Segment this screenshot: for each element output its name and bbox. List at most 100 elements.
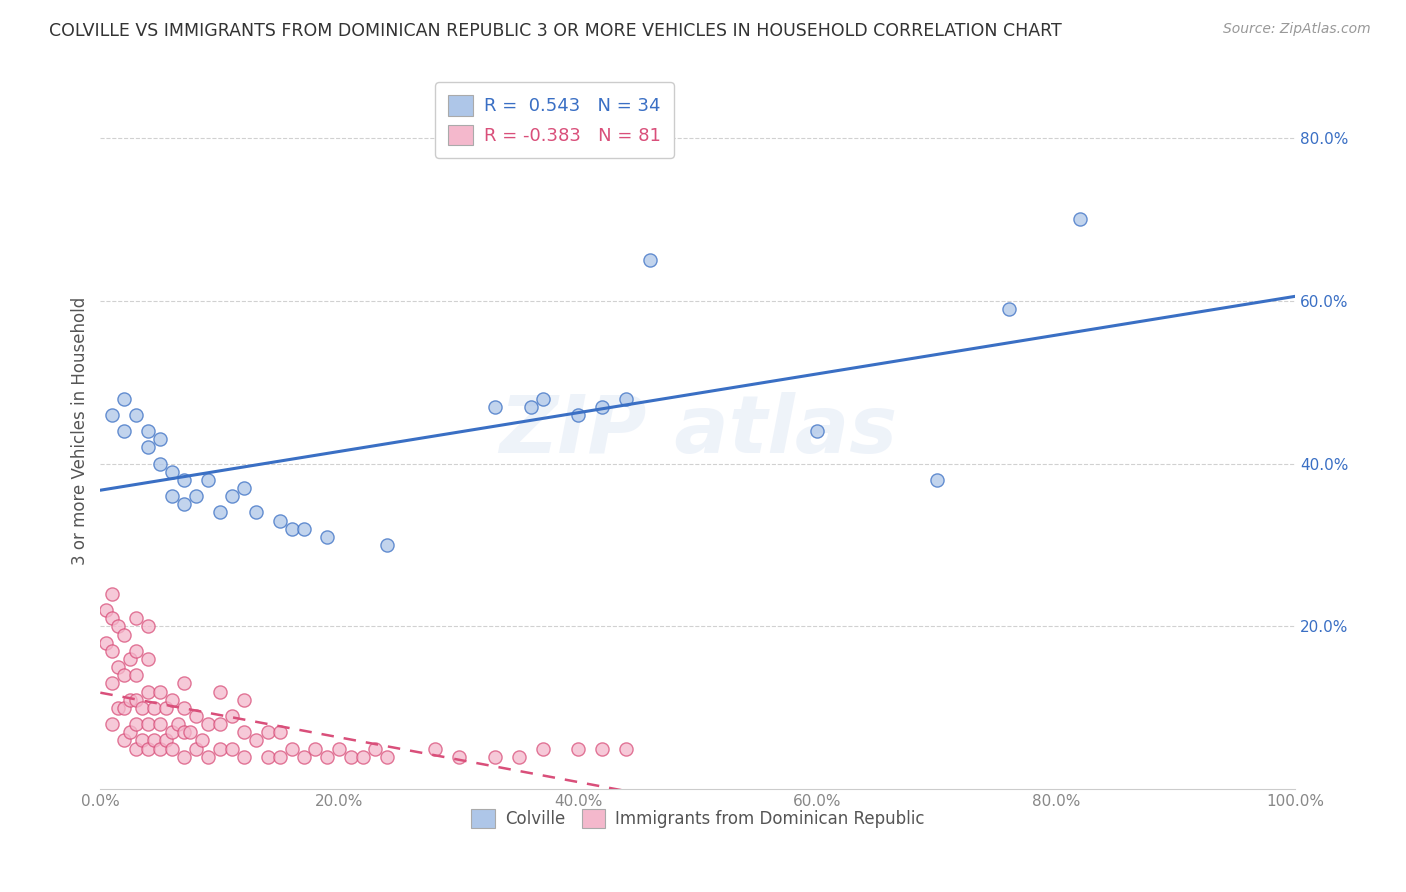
- Point: [316, 749, 339, 764]
- Point: [107, 619, 129, 633]
- Point: [112, 627, 135, 641]
- Legend: Colville, Immigrants from Dominican Republic: Colville, Immigrants from Dominican Repu…: [465, 802, 931, 835]
- Point: [160, 489, 183, 503]
- Point: [143, 733, 166, 747]
- Point: [197, 473, 219, 487]
- Point: [423, 741, 446, 756]
- Point: [107, 701, 129, 715]
- Y-axis label: 3 or more Vehicles in Household: 3 or more Vehicles in Household: [72, 297, 89, 566]
- Point: [120, 692, 142, 706]
- Point: [136, 441, 159, 455]
- Point: [280, 741, 302, 756]
- Point: [221, 741, 243, 756]
- Point: [101, 611, 124, 625]
- Point: [101, 676, 124, 690]
- Point: [136, 652, 159, 666]
- Point: [638, 253, 661, 268]
- Point: [484, 749, 506, 764]
- Point: [160, 465, 183, 479]
- Point: [155, 701, 177, 715]
- Point: [136, 684, 159, 698]
- Point: [101, 587, 124, 601]
- Point: [269, 514, 291, 528]
- Point: [101, 644, 124, 658]
- Point: [197, 717, 219, 731]
- Point: [107, 660, 129, 674]
- Point: [149, 432, 172, 446]
- Point: [519, 400, 541, 414]
- Point: [160, 692, 183, 706]
- Point: [112, 392, 135, 406]
- Point: [125, 692, 148, 706]
- Point: [269, 749, 291, 764]
- Point: [269, 725, 291, 739]
- Point: [143, 701, 166, 715]
- Point: [591, 741, 613, 756]
- Point: [614, 392, 637, 406]
- Point: [149, 741, 172, 756]
- Point: [292, 522, 315, 536]
- Point: [179, 725, 201, 739]
- Point: [508, 749, 530, 764]
- Point: [352, 749, 374, 764]
- Point: [375, 538, 398, 552]
- Point: [120, 725, 142, 739]
- Point: [184, 741, 207, 756]
- Text: ZIP atlas: ZIP atlas: [499, 392, 897, 470]
- Point: [447, 749, 470, 764]
- Point: [112, 668, 135, 682]
- Point: [131, 733, 153, 747]
- Point: [256, 725, 278, 739]
- Point: [340, 749, 363, 764]
- Point: [149, 457, 172, 471]
- Point: [280, 522, 302, 536]
- Point: [112, 733, 135, 747]
- Point: [245, 506, 267, 520]
- Point: [614, 741, 637, 756]
- Point: [232, 749, 254, 764]
- Point: [256, 749, 278, 764]
- Point: [567, 408, 589, 422]
- Point: [149, 717, 172, 731]
- Point: [197, 749, 219, 764]
- Point: [112, 701, 135, 715]
- Point: [96, 603, 118, 617]
- Point: [232, 481, 254, 495]
- Point: [160, 725, 183, 739]
- Point: [125, 668, 148, 682]
- Text: Source: ZipAtlas.com: Source: ZipAtlas.com: [1223, 22, 1371, 37]
- Point: [531, 392, 554, 406]
- Point: [567, 741, 589, 756]
- Point: [1069, 212, 1091, 227]
- Point: [925, 473, 948, 487]
- Point: [184, 709, 207, 723]
- Point: [531, 741, 554, 756]
- Point: [208, 684, 231, 698]
- Point: [125, 408, 148, 422]
- Point: [328, 741, 350, 756]
- Point: [173, 497, 195, 511]
- Point: [125, 717, 148, 731]
- Point: [191, 733, 214, 747]
- Point: [232, 725, 254, 739]
- Point: [120, 652, 142, 666]
- Point: [208, 717, 231, 731]
- Point: [112, 424, 135, 438]
- Point: [136, 619, 159, 633]
- Point: [221, 489, 243, 503]
- Point: [136, 424, 159, 438]
- Point: [96, 636, 118, 650]
- Point: [131, 701, 153, 715]
- Point: [173, 725, 195, 739]
- Point: [136, 717, 159, 731]
- Point: [484, 400, 506, 414]
- Point: [173, 749, 195, 764]
- Text: COLVILLE VS IMMIGRANTS FROM DOMINICAN REPUBLIC 3 OR MORE VEHICLES IN HOUSEHOLD C: COLVILLE VS IMMIGRANTS FROM DOMINICAN RE…: [49, 22, 1062, 40]
- Point: [101, 717, 124, 731]
- Point: [591, 400, 613, 414]
- Point: [167, 717, 190, 731]
- Point: [364, 741, 387, 756]
- Point: [125, 644, 148, 658]
- Point: [173, 473, 195, 487]
- Point: [997, 301, 1019, 316]
